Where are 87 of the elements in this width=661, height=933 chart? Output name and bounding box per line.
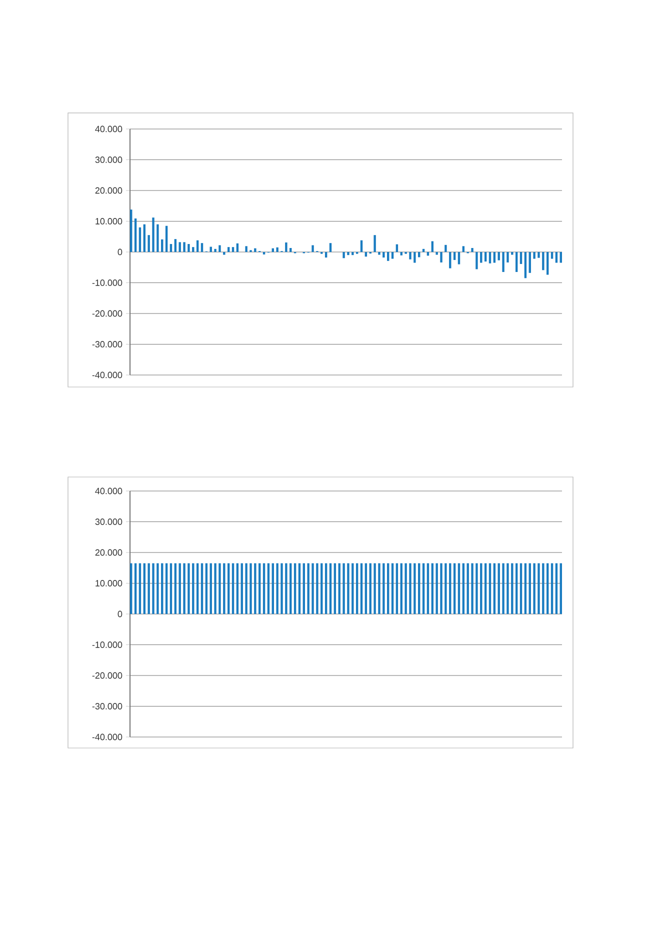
bar xyxy=(471,248,474,252)
y-tick-label: 0 xyxy=(118,248,122,256)
bar xyxy=(560,252,562,263)
y-tick-label: 10.000 xyxy=(96,580,122,586)
bar xyxy=(223,252,226,255)
y-tick-label: 0 xyxy=(118,610,122,618)
bar xyxy=(165,226,168,252)
bar xyxy=(200,243,204,252)
bar xyxy=(188,244,190,252)
bar xyxy=(262,252,266,254)
bar xyxy=(329,243,332,252)
y-tick-label: -10.000 xyxy=(92,642,122,648)
bar xyxy=(324,252,328,258)
bar xyxy=(480,252,482,263)
bar xyxy=(493,252,496,263)
bar xyxy=(148,235,150,252)
bar xyxy=(449,252,452,268)
bar xyxy=(285,242,288,252)
y-tick-label: -30.000 xyxy=(92,341,122,348)
bar xyxy=(453,252,456,260)
bar xyxy=(444,244,447,252)
bar xyxy=(192,247,194,252)
y-tick-label: 20.000 xyxy=(95,549,122,556)
bar xyxy=(515,252,518,272)
bar xyxy=(391,252,394,259)
bar xyxy=(533,252,536,259)
bar xyxy=(476,252,478,270)
bar xyxy=(227,247,230,252)
bar xyxy=(254,248,256,252)
bar xyxy=(130,210,132,252)
bar xyxy=(276,247,278,252)
bar xyxy=(440,252,442,262)
bar xyxy=(178,242,181,252)
bar xyxy=(245,246,248,252)
bar xyxy=(546,252,549,275)
bar xyxy=(152,218,154,252)
bar xyxy=(414,252,416,263)
bar xyxy=(183,242,186,252)
bar xyxy=(506,252,509,262)
bar xyxy=(462,246,465,252)
bar xyxy=(431,241,434,252)
bar xyxy=(528,252,531,273)
y-tick-label: 30.000 xyxy=(95,156,122,163)
bar xyxy=(232,247,234,252)
bar xyxy=(484,252,487,262)
y-tick-label: 40.000 xyxy=(95,488,122,494)
bar xyxy=(170,244,172,252)
bar xyxy=(386,252,390,261)
bar xyxy=(138,227,142,252)
bar xyxy=(374,235,376,252)
bar xyxy=(458,252,460,264)
bar xyxy=(555,252,558,263)
bar xyxy=(436,252,438,255)
bar xyxy=(174,239,177,252)
bar xyxy=(161,239,164,252)
bar xyxy=(511,252,514,255)
bar xyxy=(134,218,137,252)
y-tick-label: 10.000 xyxy=(96,218,122,224)
bar xyxy=(290,248,292,252)
y-tick-label: -40.000 xyxy=(92,734,122,740)
bar xyxy=(382,252,385,258)
bar xyxy=(342,252,345,258)
bar xyxy=(312,245,314,252)
bar xyxy=(156,224,159,252)
y-tick-label: 30.000 xyxy=(95,518,122,525)
bar xyxy=(538,252,540,258)
bar xyxy=(502,252,504,272)
bar xyxy=(347,252,350,256)
bar xyxy=(400,252,402,256)
bar xyxy=(550,252,554,259)
y-tick-label: 20.000 xyxy=(95,187,122,194)
bar xyxy=(520,252,522,264)
bar xyxy=(498,252,500,260)
bar xyxy=(378,252,380,255)
bar xyxy=(488,252,492,264)
y-tick-label: -10.000 xyxy=(92,280,122,286)
y-tick-label: -20.000 xyxy=(92,310,122,317)
y-tick-label: -40.000 xyxy=(92,372,122,378)
bar xyxy=(143,224,146,252)
bar xyxy=(542,252,544,270)
y-tick-label: -20.000 xyxy=(92,672,122,679)
bar xyxy=(218,245,221,252)
y-tick-label: 40.000 xyxy=(95,126,122,132)
bar xyxy=(214,248,216,252)
bar xyxy=(524,252,527,278)
bar xyxy=(409,252,412,260)
y-tick-label: -30.000 xyxy=(92,703,122,710)
